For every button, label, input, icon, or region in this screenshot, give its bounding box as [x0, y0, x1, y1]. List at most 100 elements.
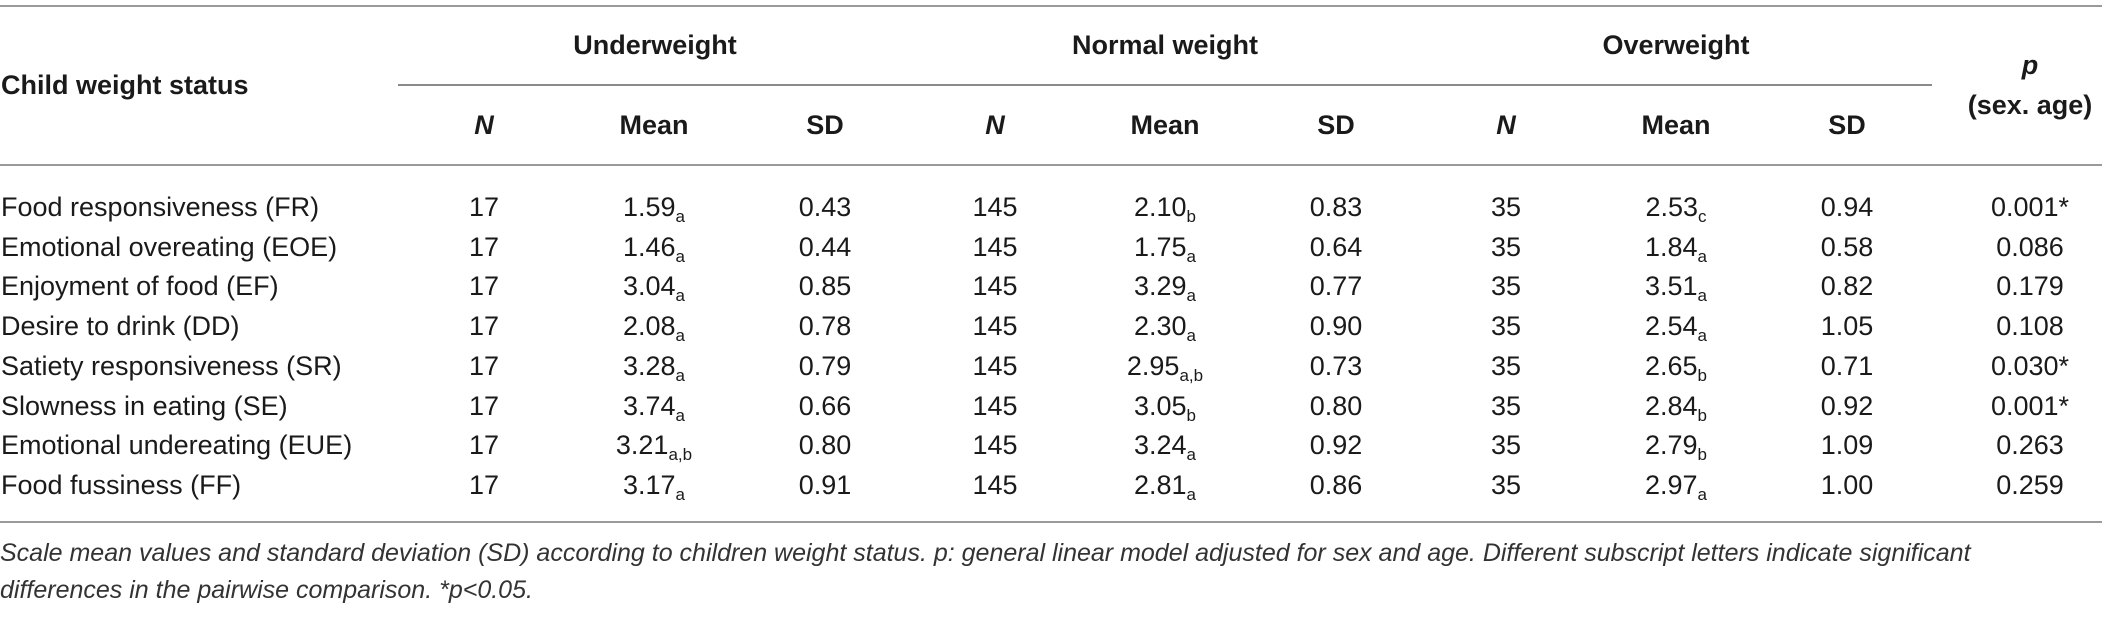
- normal-sd-cell: 0.92: [1309, 430, 1363, 461]
- over-mean-cell: 2.79b: [1644, 430, 1707, 463]
- under-n-cell: 17: [468, 390, 500, 421]
- table-bottom-rule: [0, 521, 2102, 523]
- normal-mean-cell: 3.24a: [1133, 430, 1196, 463]
- over-mean-cell: 1.84a: [1644, 231, 1707, 265]
- col-header-under-n: N: [474, 110, 494, 140]
- normal-n-cell: 145: [972, 469, 1018, 500]
- table-row: Food fussiness (FF) 17 3.17a 0.91 145 2.81a 0.…: [0, 465, 2102, 505]
- normal-mean-cell: 3.05b: [1133, 390, 1196, 424]
- p-value-cell: 0.001*: [1990, 192, 2070, 222]
- table-row: Emotional overeating (EOE) 17 1.46a 0.44 145…: [0, 227, 2102, 267]
- col-header-normal-mean: Mean: [1130, 110, 1200, 140]
- col-header-over-mean: Mean: [1641, 110, 1711, 140]
- p-value-cell: 0.030*: [1990, 350, 2070, 381]
- mean-value: 3.04: [622, 271, 676, 302]
- under-mean-cell: 1.59a: [622, 192, 685, 225]
- normal-n-cell: 145: [972, 231, 1018, 262]
- under-n-cell: 17: [468, 231, 500, 262]
- over-mean-cell: 2.97a: [1645, 470, 1707, 503]
- over-sd-cell: 0.92: [1820, 390, 1874, 421]
- over-mean-cell: 2.53c: [1645, 192, 1706, 225]
- mean-value: 3.05: [1133, 390, 1187, 421]
- over-sd-cell: 0.82: [1820, 271, 1874, 302]
- mean-value: 3.51: [1644, 271, 1698, 302]
- significance-subscript: a: [675, 286, 686, 306]
- mean-value: 1.84: [1644, 231, 1698, 262]
- row-label: Enjoyment of food (EF): [1, 271, 279, 302]
- over-sd-cell: 0.71: [1820, 350, 1874, 381]
- significance-subscript: a: [1697, 484, 1708, 504]
- normal-n-cell: 145: [972, 350, 1018, 381]
- col-header-p-sub: (sex. age): [1967, 90, 2093, 120]
- under-mean-cell: 3.74a: [623, 391, 685, 424]
- under-n-cell: 17: [468, 271, 500, 302]
- significance-subscript: a: [1186, 445, 1197, 465]
- group-header-normal-weight: Normal weight: [1071, 30, 1259, 60]
- significance-subscript: a: [675, 405, 686, 425]
- col-header-over-sd: SD: [1828, 110, 1866, 140]
- col-header-p: p: [2021, 50, 2039, 80]
- col-header-normal-n: N: [985, 110, 1005, 140]
- under-sd-cell: 0.78: [798, 311, 852, 342]
- p-value-cell: 0.263: [1996, 430, 2064, 461]
- under-n-cell: 17: [468, 350, 500, 381]
- mean-value: 2.53: [1645, 192, 1699, 222]
- over-n-cell: 35: [1490, 231, 1522, 262]
- significance-subscript: a: [1697, 326, 1708, 346]
- significance-subscript: a: [675, 246, 686, 266]
- table-header-rule: [0, 164, 2102, 166]
- significance-subscript: c: [1698, 207, 1707, 226]
- under-sd-cell: 0.44: [798, 231, 852, 262]
- over-sd-cell: 1.05: [1820, 311, 1874, 342]
- normal-sd-cell: 0.64: [1309, 231, 1363, 262]
- over-sd-cell: 1.00: [1820, 469, 1874, 500]
- table-row: Desire to drink (DD) 17 2.08a 0.78 145 2.30a 0…: [0, 306, 2102, 346]
- normal-mean-cell: 2.10b: [1133, 192, 1196, 225]
- mean-value: 2.84: [1644, 390, 1698, 421]
- row-label: Food fussiness (FF): [1, 469, 242, 500]
- table-row: Food responsiveness (FR) 17 1.59a 0.43 145 2.…: [0, 187, 2102, 227]
- significance-subscript: a: [675, 484, 686, 504]
- significance-subscript: a: [675, 207, 686, 226]
- mean-value: 2.54: [1644, 311, 1698, 342]
- normal-n-cell: 145: [972, 192, 1018, 222]
- under-mean-cell: 1.46a: [623, 232, 685, 265]
- normal-mean-cell: 1.75a: [1134, 232, 1196, 265]
- significance-subscript: a: [1697, 286, 1708, 306]
- significance-subscript: b: [1697, 445, 1708, 465]
- normal-sd-cell: 0.90: [1309, 311, 1363, 342]
- row-label: Slowness in eating (SE): [1, 390, 288, 421]
- normal-sd-cell: 0.77: [1309, 271, 1363, 302]
- over-mean-cell: 2.84b: [1644, 390, 1707, 424]
- under-sd-cell: 0.66: [798, 390, 852, 421]
- mean-value: 2.08: [622, 311, 676, 342]
- normal-sd-cell: 0.73: [1309, 350, 1363, 381]
- over-sd-cell: 0.94: [1820, 192, 1874, 222]
- p-value-cell: 0.108: [1996, 311, 2064, 342]
- table-top-rule: [0, 5, 2102, 7]
- group-header-overweight: Overweight: [1602, 30, 1750, 60]
- over-n-cell: 35: [1490, 430, 1522, 461]
- mean-value: 1.59: [622, 192, 676, 222]
- mean-value: 2.81: [1133, 469, 1187, 500]
- row-label: Emotional overeating (EOE): [1, 231, 338, 262]
- col-header-under-mean: Mean: [619, 110, 689, 140]
- over-sd-cell: 1.09: [1820, 430, 1874, 461]
- mean-value: 3.21: [615, 430, 669, 461]
- under-mean-cell: 3.28a: [623, 351, 685, 384]
- over-n-cell: 35: [1490, 390, 1522, 421]
- significance-subscript: a: [1186, 246, 1197, 266]
- significance-subscript: a: [675, 365, 686, 385]
- over-n-cell: 35: [1490, 271, 1522, 302]
- normal-sd-cell: 0.80: [1309, 390, 1363, 421]
- over-mean-cell: 3.51a: [1644, 271, 1707, 304]
- under-n-cell: 17: [468, 430, 500, 461]
- p-value-cell: 0.179: [1996, 271, 2064, 302]
- mean-value: 2.79: [1644, 430, 1698, 461]
- mean-value: 2.10: [1133, 192, 1187, 222]
- mean-value: 3.24: [1133, 430, 1187, 461]
- significance-subscript: b: [1186, 207, 1197, 226]
- normal-sd-cell: 0.83: [1309, 192, 1363, 222]
- under-n-cell: 17: [468, 192, 500, 222]
- mean-value: 2.65: [1644, 350, 1698, 381]
